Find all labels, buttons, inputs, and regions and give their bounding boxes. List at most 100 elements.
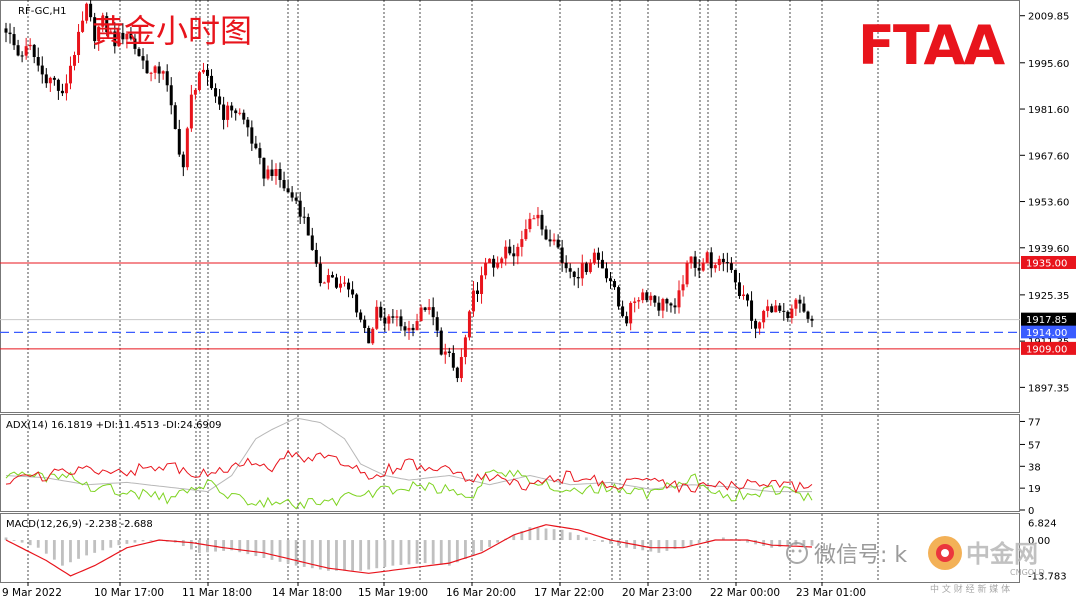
candle-body bbox=[40, 65, 44, 75]
candle-body bbox=[197, 72, 201, 91]
candle-body bbox=[592, 252, 596, 264]
candle-body bbox=[169, 85, 173, 106]
candle-body bbox=[250, 127, 254, 144]
macd-bar bbox=[310, 540, 314, 569]
adx-y-tick-label: 77 bbox=[1028, 417, 1041, 428]
candle-body bbox=[661, 298, 665, 311]
brand-tagline: 中 文 财 经 新 媒 体 bbox=[930, 583, 1010, 595]
wechat-watermark: 微信号: k 中金网 CNGOLD 中 文 财 经 新 媒 体 bbox=[786, 536, 1045, 595]
macd-bar bbox=[544, 528, 548, 541]
candle-body bbox=[125, 33, 129, 40]
last-price-label: 1917.85 bbox=[1026, 315, 1067, 326]
candle-body bbox=[141, 56, 145, 61]
macd-bar bbox=[568, 532, 572, 541]
candle-body bbox=[407, 327, 411, 331]
candle-body bbox=[351, 289, 355, 295]
candle-body bbox=[48, 77, 52, 84]
level-label-box bbox=[1021, 325, 1076, 339]
candle-body bbox=[657, 302, 661, 311]
macd-bar bbox=[488, 540, 491, 547]
macd-bar bbox=[399, 540, 403, 565]
candle-body bbox=[778, 305, 782, 311]
candle-body bbox=[431, 307, 435, 318]
candle-body bbox=[177, 128, 181, 155]
candle-body bbox=[810, 318, 814, 321]
candle-body bbox=[375, 306, 379, 329]
candle-body bbox=[60, 90, 64, 94]
macd-y-tick-label: 6.824 bbox=[1028, 519, 1057, 530]
candle-body bbox=[56, 79, 60, 91]
macd-title: MACD(12,26,9) -2.238 -2.688 bbox=[6, 519, 153, 530]
candle-body bbox=[786, 311, 790, 319]
candle-body bbox=[709, 252, 713, 269]
candle-body bbox=[737, 282, 741, 297]
y-tick-label: 2009.85 bbox=[1028, 12, 1069, 23]
candle-body bbox=[234, 110, 238, 114]
macd-bar bbox=[681, 540, 685, 548]
macd-bar bbox=[286, 540, 290, 564]
candle-body bbox=[443, 351, 447, 355]
candle-body bbox=[721, 258, 725, 263]
candle-body bbox=[24, 46, 28, 56]
macd-bar bbox=[689, 540, 693, 546]
candle-body bbox=[427, 307, 431, 310]
macd-bar bbox=[367, 540, 371, 570]
candle-body bbox=[391, 316, 395, 318]
candle-body bbox=[93, 17, 97, 42]
macd-bar bbox=[391, 540, 395, 566]
candle-body bbox=[770, 306, 774, 313]
macd-bar bbox=[576, 534, 580, 541]
macd-panel bbox=[0, 513, 1020, 583]
macd-bar bbox=[278, 540, 282, 562]
candle-body bbox=[596, 252, 600, 260]
candle-body bbox=[73, 55, 77, 66]
candle-body bbox=[552, 239, 556, 242]
macd-bar bbox=[520, 531, 524, 541]
candle-body bbox=[701, 262, 705, 271]
candle-body bbox=[629, 302, 633, 324]
candle-body bbox=[613, 281, 617, 288]
level-label: 1935.00 bbox=[1026, 258, 1067, 269]
candle-body bbox=[705, 252, 709, 263]
candle-body bbox=[508, 246, 512, 254]
macd-bar bbox=[327, 540, 330, 571]
adx-y-tick-label: 19 bbox=[1028, 484, 1041, 495]
candle-body bbox=[266, 169, 270, 179]
candle-body bbox=[145, 60, 149, 74]
candle-body bbox=[246, 119, 250, 128]
candle-body bbox=[540, 214, 544, 230]
candle-body bbox=[270, 169, 274, 177]
macd-bar bbox=[117, 540, 121, 546]
candle-body bbox=[189, 94, 193, 129]
candle-body bbox=[439, 330, 443, 355]
macd-bar bbox=[149, 540, 153, 541]
candle-body bbox=[8, 32, 12, 35]
adx-panel bbox=[0, 414, 1020, 512]
macd-bar bbox=[512, 534, 516, 541]
macd-bar bbox=[423, 540, 427, 564]
candle-body bbox=[226, 105, 230, 120]
macd-bar bbox=[109, 540, 113, 548]
adx-series-line bbox=[5, 469, 813, 510]
macd-bar bbox=[810, 540, 814, 546]
candle-body bbox=[794, 299, 798, 309]
candle-body bbox=[524, 229, 528, 240]
macd-bar bbox=[601, 540, 604, 542]
macd-y-tick-label: -13.783 bbox=[1028, 571, 1067, 582]
macd-bar bbox=[254, 540, 258, 557]
level-label: 1914.00 bbox=[1026, 328, 1067, 339]
candle-body bbox=[214, 88, 218, 97]
candle-body bbox=[580, 263, 584, 279]
candle-body bbox=[492, 258, 496, 268]
candle-body bbox=[806, 311, 810, 319]
macd-bar bbox=[673, 540, 677, 549]
candle-body bbox=[500, 258, 504, 264]
macd-bar bbox=[439, 540, 443, 565]
macd-bar bbox=[778, 540, 782, 547]
candle-body bbox=[681, 284, 685, 291]
x-tick-label: 10 Mar 17:00 bbox=[94, 587, 164, 599]
macd-bar bbox=[93, 540, 97, 553]
candle-body bbox=[609, 278, 612, 282]
candle-body bbox=[649, 295, 653, 301]
